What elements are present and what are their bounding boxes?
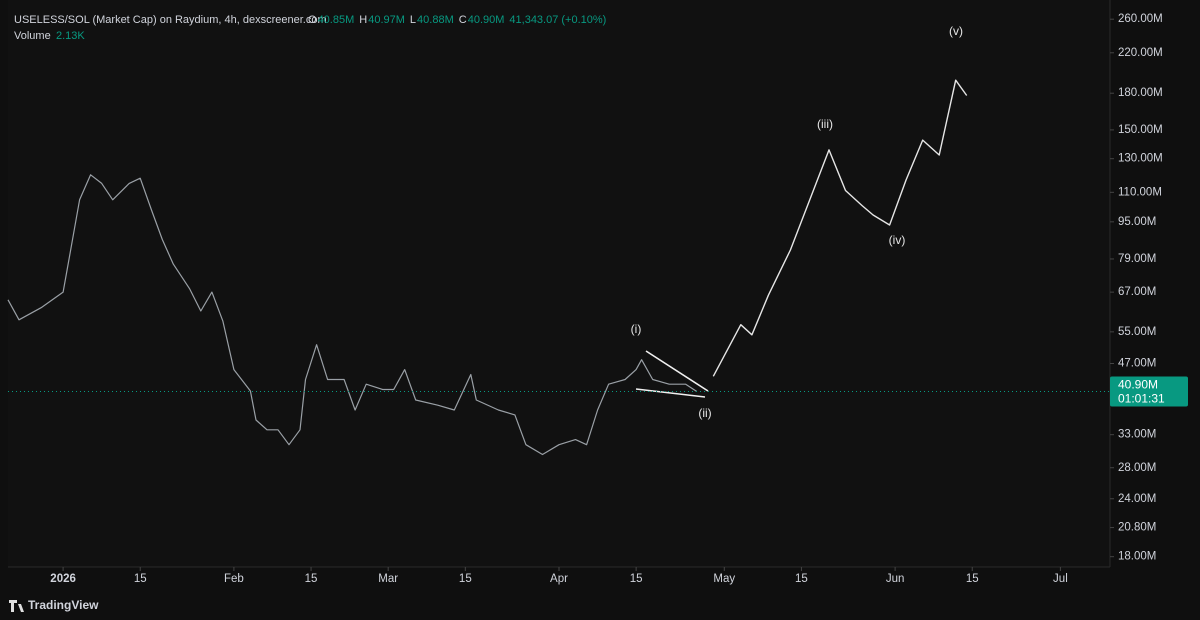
volume-label: Volume [14,30,51,42]
x-tick-label: Jul [1053,573,1068,585]
x-tick-label: 15 [966,573,979,585]
y-tick-label: 47.00M [1118,358,1156,370]
y-tick-label: 95.00M [1118,216,1156,228]
pattern-line [635,388,706,398]
pattern-line [645,350,709,392]
wave-label: (v) [949,24,963,38]
price-line [7,174,698,456]
y-tick-label: 18.00M [1118,551,1156,563]
y-tick-label: 24.00M [1118,493,1156,505]
x-tick-label: 15 [459,573,472,585]
x-tick-label: 15 [795,573,808,585]
ohlc-value: 40.88M [417,14,454,26]
y-tick-label: 260.00M [1118,13,1163,25]
wave-label: (iv) [889,233,906,247]
x-tick-label: Feb [224,573,244,585]
ohlc-key: C [459,14,467,26]
y-tick-label: 20.80M [1118,522,1156,534]
x-tick-label: 15 [630,573,643,585]
y-tick-label: 67.00M [1118,286,1156,298]
price-line [712,79,968,377]
wave-label: (i) [631,322,642,336]
footer [0,590,1200,620]
ohlc-value: 40.90M [468,14,505,26]
ohlc-key: O [308,14,317,26]
y-tick-label: 220.00M [1118,47,1163,59]
y-tick-label: 110.00M [1118,186,1162,198]
x-tick-label: Apr [550,573,568,585]
plot-area [8,0,1110,567]
y-tick-label: 150.00M [1118,124,1163,136]
y-tick-label: 55.00M [1118,326,1156,338]
ohlc-value: 40.85M [318,14,355,26]
change: 41,343.07 (+0.10%) [509,14,606,26]
chart-title: USELESS/SOL (Market Cap) on Raydium, 4h,… [14,14,327,26]
wave-label: (ii) [698,406,711,420]
x-tick-label: Mar [378,573,398,585]
ohlc-key: H [359,14,367,26]
ohlc-value: 40.97M [368,14,405,26]
x-tick-label: 2026 [50,573,76,585]
y-tick-label: 79.00M [1118,253,1156,265]
brand: TradingView [28,598,99,612]
y-tick-label: 33.00M [1118,429,1156,441]
brand-logo [9,600,24,612]
countdown: 01:01:31 [1118,392,1165,406]
x-tick-label: Jun [886,573,905,585]
y-tick-label: 28.00M [1118,462,1156,474]
y-tick-label: 130.00M [1118,153,1163,165]
wave-label: (iii) [817,117,833,131]
last-price-box [1110,376,1188,407]
x-tick-label: May [713,573,735,585]
y-tick-label: 180.00M [1118,87,1163,99]
volume-value: 2.13K [56,30,85,42]
x-tick-label: 15 [134,573,147,585]
ohlc-key: L [410,14,416,26]
x-tick-label: 15 [305,573,318,585]
last-price-label: 40.90M [1118,378,1158,392]
